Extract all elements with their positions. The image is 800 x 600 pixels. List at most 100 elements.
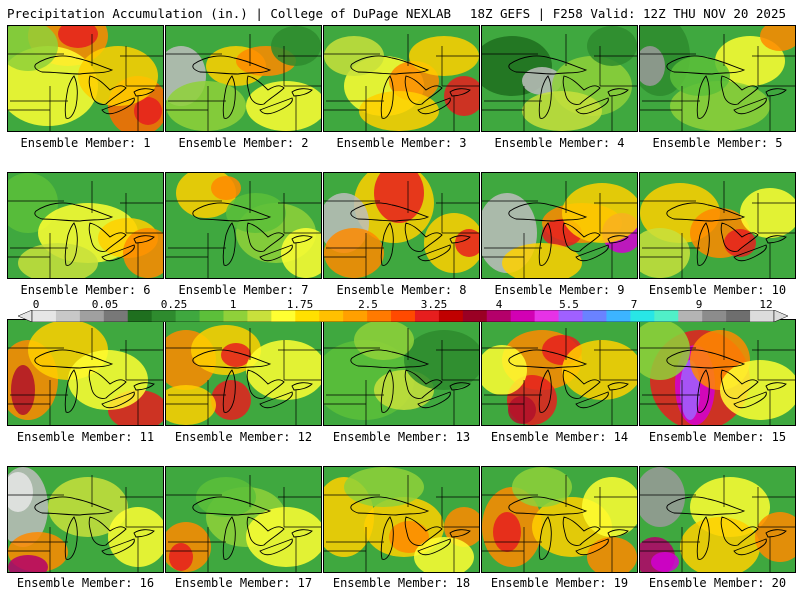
political-borders bbox=[8, 475, 163, 572]
ensemble-member-caption: Ensemble Member: 19 bbox=[490, 576, 629, 590]
colorbar-segment bbox=[606, 310, 631, 322]
ensemble-map-panel bbox=[639, 466, 796, 573]
precip-map bbox=[640, 467, 795, 572]
ensemble-map-panel bbox=[639, 319, 796, 426]
colorbar-segment bbox=[391, 310, 416, 322]
great-lakes-outline bbox=[508, 55, 629, 119]
great-lakes-outline bbox=[666, 349, 787, 413]
ensemble-map-panel bbox=[481, 466, 638, 573]
precip-area bbox=[271, 26, 321, 66]
colorbar-segment bbox=[223, 310, 248, 322]
great-lakes-outline bbox=[192, 202, 313, 266]
great-lakes-outline bbox=[34, 496, 155, 560]
ensemble-member-caption: Ensemble Member: 20 bbox=[648, 576, 787, 590]
great-lakes-outline bbox=[34, 55, 155, 119]
precip-area bbox=[226, 193, 286, 233]
precip-area bbox=[78, 46, 158, 106]
political-borders bbox=[640, 328, 795, 425]
colorbar-segment bbox=[414, 310, 440, 322]
colorbar-strip bbox=[18, 310, 788, 322]
precip-area bbox=[724, 229, 756, 257]
ensemble-map-panel bbox=[165, 172, 322, 279]
precip-map bbox=[482, 320, 637, 425]
precip-area bbox=[246, 507, 321, 567]
precip-area bbox=[134, 97, 162, 125]
precip-area bbox=[11, 365, 35, 415]
precip-map bbox=[166, 26, 321, 131]
precip-colorbar: 0 0.05 0.25 1 1.75 2.5 3.25 4 5.5 7 9 12 bbox=[18, 298, 788, 322]
ensemble-member-caption: Ensemble Member: 2 bbox=[178, 136, 309, 150]
colorbar-segment bbox=[630, 310, 655, 322]
colorbar-tick-label: 9 bbox=[695, 298, 703, 311]
precip-area bbox=[522, 91, 602, 131]
precip-map bbox=[640, 173, 795, 278]
colorbar-segment bbox=[678, 310, 703, 322]
great-lakes-outline bbox=[508, 202, 629, 266]
political-borders bbox=[324, 34, 479, 131]
precip-area bbox=[562, 183, 637, 243]
colorbar-segment bbox=[151, 310, 177, 322]
precip-area bbox=[512, 467, 572, 507]
colorbar-segment bbox=[175, 310, 201, 322]
precip-map bbox=[324, 320, 479, 425]
precip-area bbox=[740, 188, 795, 238]
ensemble-map-panel bbox=[323, 172, 480, 279]
precip-map bbox=[640, 320, 795, 425]
great-lakes-outline bbox=[192, 496, 313, 560]
model-run-info: 18Z GEFS | F258 Valid: 12Z THU NOV 20 20… bbox=[469, 6, 786, 21]
ensemble-member-caption: Ensemble Member: 11 bbox=[16, 430, 155, 444]
colorbar-tick-label: 7 bbox=[630, 298, 638, 311]
political-borders bbox=[8, 34, 163, 131]
colorbar-tick-label: 5.5 bbox=[559, 298, 579, 311]
ensemble-map-panel bbox=[481, 25, 638, 132]
precip-area bbox=[482, 345, 527, 395]
ensemble-member-caption: Ensemble Member: 4 bbox=[494, 136, 625, 150]
precip-map bbox=[640, 26, 795, 131]
colorbar-tick-label: 0 bbox=[32, 298, 40, 311]
precip-map bbox=[8, 320, 163, 425]
precip-area bbox=[58, 26, 98, 48]
colorbar-tick-label: 1.75 bbox=[286, 298, 314, 311]
great-lakes-outline bbox=[666, 202, 787, 266]
precip-area bbox=[211, 176, 241, 200]
colorbar-tick-label: 0.05 bbox=[91, 298, 119, 311]
precip-area bbox=[640, 228, 690, 278]
great-lakes-outline bbox=[350, 202, 471, 266]
precip-map bbox=[8, 26, 163, 131]
ensemble-map-panel bbox=[7, 172, 164, 279]
colorbar-segment bbox=[558, 310, 584, 322]
ensemble-member-caption: Ensemble Member: 14 bbox=[490, 430, 629, 444]
colorbar-tick-label: 3.25 bbox=[420, 298, 448, 311]
political-borders bbox=[166, 475, 321, 572]
ensemble-map-panel bbox=[481, 319, 638, 426]
precip-area bbox=[344, 467, 424, 507]
political-borders bbox=[166, 181, 321, 278]
great-lakes-outline bbox=[508, 349, 629, 413]
precip-area bbox=[455, 229, 479, 257]
precip-area bbox=[562, 340, 637, 400]
precip-map bbox=[482, 26, 637, 131]
precip-area bbox=[8, 26, 58, 71]
political-borders bbox=[640, 181, 795, 278]
precip-area bbox=[640, 320, 690, 380]
precip-area bbox=[18, 243, 98, 278]
precip-area bbox=[211, 380, 251, 420]
colorbar-segment bbox=[534, 310, 560, 322]
ensemble-map-panel bbox=[7, 319, 164, 426]
political-borders bbox=[166, 34, 321, 131]
ensemble-map-panel bbox=[165, 466, 322, 573]
precip-area bbox=[8, 555, 48, 572]
colorbar-segment bbox=[127, 310, 153, 322]
ensemble-map-panel bbox=[7, 466, 164, 573]
precip-map bbox=[482, 173, 637, 278]
great-lakes-outline bbox=[350, 349, 471, 413]
political-borders bbox=[482, 34, 637, 131]
colorbar-segment bbox=[32, 310, 57, 322]
colorbar-min-arrow bbox=[18, 310, 33, 322]
precip-area bbox=[354, 320, 414, 360]
precip-area bbox=[640, 46, 665, 86]
precip-area bbox=[715, 36, 785, 86]
precip-area bbox=[68, 350, 148, 410]
ensemble-member-caption: Ensemble Member: 16 bbox=[16, 576, 155, 590]
political-borders bbox=[166, 328, 321, 425]
